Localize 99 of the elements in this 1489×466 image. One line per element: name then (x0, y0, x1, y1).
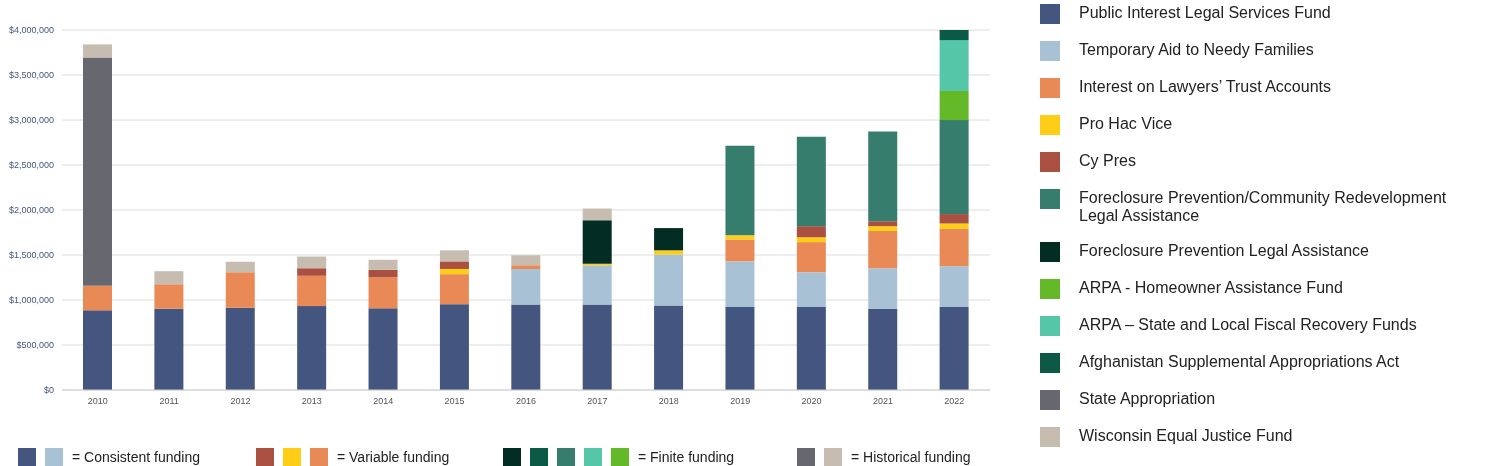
bar (225, 261, 255, 273)
bar (368, 269, 398, 278)
bar (582, 208, 612, 221)
bar (868, 221, 898, 227)
y-tick-label: $2,000,000 (8, 205, 54, 216)
bar (868, 231, 898, 269)
legend-label: ARPA – State and Local Fiscal Recovery Funds (1079, 316, 1417, 334)
bar (654, 305, 684, 390)
bar (439, 261, 469, 269)
x-tick-label: 2021 (872, 396, 893, 407)
bar (868, 131, 898, 222)
text: = Historical funding (851, 449, 971, 465)
bar (796, 237, 826, 243)
bar (796, 136, 826, 227)
y-tick-label: $4,000,000 (8, 25, 54, 36)
legend-label: Temporary Aid to Needy Families (1079, 41, 1314, 59)
legend-label: Public Interest Legal Services Fund (1079, 4, 1331, 22)
bar (225, 272, 255, 308)
bar (939, 266, 969, 308)
bar (939, 30, 969, 41)
legend-label: Wisconsin Equal Justice Fund (1079, 427, 1293, 445)
bar (511, 304, 541, 390)
bar (83, 44, 112, 58)
text: = Consistent funding (72, 449, 201, 465)
bar (297, 275, 327, 307)
y-tick-label: $1,500,000 (8, 250, 54, 261)
legend-label: State Appropriation (1079, 390, 1216, 408)
x-tick-label: 2020 (801, 396, 822, 407)
bar (939, 40, 969, 92)
x-tick-label: 2013 (301, 396, 322, 407)
bar (725, 145, 755, 236)
x-tick-label: 2010 (87, 396, 108, 407)
x-tick-label: 2022 (944, 396, 965, 407)
bar (297, 256, 327, 269)
bar (439, 268, 469, 275)
bar (83, 310, 112, 390)
bar (939, 120, 969, 215)
bar (154, 308, 184, 390)
legend-label: Pro Hac Vice (1079, 115, 1173, 133)
x-tick-label: 2018 (658, 396, 679, 407)
x-tick-label: 2019 (730, 396, 751, 407)
bar (225, 307, 255, 390)
y-tick-label: $3,500,000 (8, 70, 54, 81)
x-tick-label: 2016 (515, 396, 537, 407)
bar (725, 239, 755, 262)
bar (725, 235, 755, 240)
bar (725, 307, 755, 390)
bar (939, 307, 969, 390)
legend-label: Interest on Lawyers’ Trust Accounts (1079, 78, 1331, 96)
legend-label: Cy Pres (1079, 152, 1136, 170)
bar (297, 268, 327, 276)
bar (511, 255, 541, 266)
bar (582, 265, 612, 305)
bar (439, 274, 469, 305)
bar (154, 271, 184, 285)
bar (654, 228, 684, 251)
bar (511, 265, 541, 269)
y-tick-label: $500,000 (16, 340, 54, 351)
x-tick-label: 2015 (444, 396, 465, 407)
x-tick-label: 2017 (587, 396, 608, 407)
bar (439, 250, 469, 262)
legend-label: Foreclosure Prevention Legal Assistance (1079, 242, 1369, 260)
legend-label: ARPA - Homeowner Assistance Fund (1079, 279, 1343, 297)
y-tick-label: $3,000,000 (8, 115, 54, 126)
y-tick-label: $0 (43, 385, 54, 396)
bar (939, 214, 969, 224)
bar (939, 223, 969, 229)
bar (939, 228, 969, 267)
bar (796, 307, 826, 390)
bar (511, 268, 541, 305)
y-tick-label: $2,500,000 (8, 160, 54, 171)
bar (796, 226, 826, 238)
bar (939, 91, 969, 121)
bar (368, 308, 398, 390)
text: = Finite funding (638, 449, 735, 465)
x-tick-label: 2012 (230, 396, 251, 407)
bar (582, 220, 612, 264)
x-tick-label: 2014 (373, 396, 394, 407)
bar (368, 259, 398, 270)
y-tick-label: $1,000,000 (8, 295, 54, 306)
bar (368, 277, 398, 309)
bar (439, 304, 469, 390)
text: = Variable funding (337, 449, 450, 465)
bar (796, 272, 826, 308)
bar (725, 261, 755, 308)
bar (654, 250, 684, 255)
bar (83, 57, 112, 286)
bar (83, 285, 112, 311)
bar (868, 308, 898, 390)
bar (582, 304, 612, 390)
bar (868, 268, 898, 309)
bar (868, 226, 898, 232)
bar (154, 284, 184, 309)
legend-label: Afghanistan Supplemental Appropriations Act (1079, 353, 1400, 371)
legend-label: Foreclosure Prevention/Community Redevelopment Legal Assistance (1079, 189, 1448, 225)
bar (796, 242, 826, 273)
bar (654, 254, 684, 306)
x-tick-label: 2011 (159, 396, 179, 407)
bar (297, 306, 327, 390)
